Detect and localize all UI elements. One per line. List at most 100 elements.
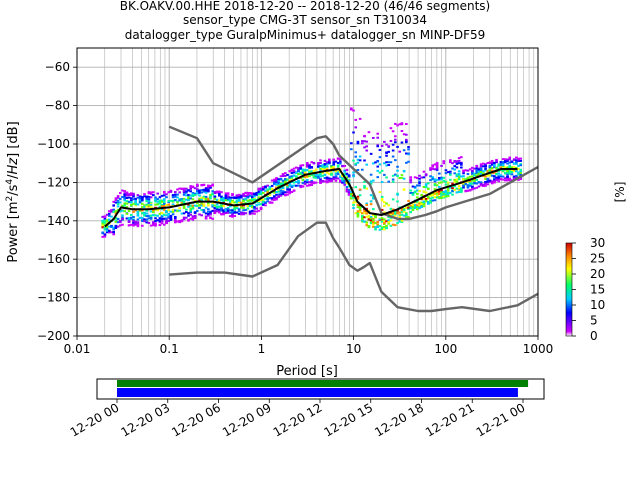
density-cell [240,196,243,199]
density-cell [400,122,404,125]
density-cell [387,222,391,225]
density-cell [178,191,182,194]
density-cell [376,225,380,228]
density-cell [213,207,217,210]
density-cell [347,179,351,182]
density-cell [275,177,278,180]
density-cell [374,161,377,164]
density-cell [152,209,155,212]
density-cell [237,210,241,213]
density-cell [178,220,182,223]
density-cell [237,198,241,201]
density-cell [176,196,179,199]
density-cell [204,195,208,198]
density-cell [508,165,512,168]
y-tick-label: −140 [37,214,70,228]
density-cell [202,204,206,207]
y-tick-label: −160 [37,252,70,266]
density-cell [248,204,252,207]
density-cell [114,226,118,229]
density-cell [409,192,413,195]
density-cell [455,178,459,181]
density-cell [369,217,373,220]
density-cell [427,202,430,205]
density-cell [306,163,309,166]
x-tick-label: 100 [434,342,457,356]
density-cell [341,175,344,178]
density-cell [422,200,426,203]
density-cell [145,215,149,218]
density-cell [438,193,441,196]
density-cell [270,179,274,182]
density-cell [460,156,463,159]
density-cell [108,219,111,222]
density-cell [484,182,487,185]
density-cell [497,175,501,178]
density-cell [457,159,461,162]
density-cell [160,211,164,214]
density-cell [510,173,514,176]
density-cell [409,189,413,192]
density-cell [376,169,380,172]
density-cell [220,199,223,202]
density-cell [358,194,362,197]
density-cell [297,167,300,170]
density-cell [365,223,369,226]
density-cell [378,171,382,174]
density-cell [147,217,151,220]
density-cell [475,165,479,168]
density-cell [187,199,190,202]
density-cell [380,198,384,201]
density-cell [303,182,307,185]
density-cell [506,166,509,169]
density-cell [182,204,186,207]
density-cell [277,193,281,196]
density-cell [517,158,520,161]
density-cell [451,167,454,170]
density-cell [108,214,111,217]
density-cell [358,207,362,210]
density-cell [191,217,195,220]
density-cell [240,206,243,209]
density-cell [431,164,435,167]
density-cell [202,209,206,212]
density-cell [189,213,193,216]
density-cell [141,212,144,215]
density-cell [136,225,140,228]
density-cell [229,205,232,208]
y-tick-label: −100 [37,137,70,151]
density-cell [323,180,327,183]
density-cell [123,194,127,197]
density-cell [116,199,120,202]
density-cell [127,196,131,199]
density-cell [328,161,331,164]
density-cell [226,192,230,195]
density-cell [519,164,523,167]
colorbar [565,242,573,337]
density-cell [141,198,144,201]
density-cell [185,198,188,201]
density-cell [268,185,272,188]
density-cell [391,143,395,146]
density-cell [508,161,512,164]
density-cell [149,224,153,227]
density-cell [367,218,371,221]
density-cell [435,164,439,167]
density-cell [506,179,509,182]
density-cell [468,189,472,192]
density-cell [473,181,476,184]
density-cell [259,202,263,205]
density-cell [506,177,509,180]
density-cell [429,168,432,171]
density-cell [396,193,399,196]
density-cell [312,175,316,178]
density-cell [517,171,520,174]
density-cell [226,198,230,201]
density-cell [174,217,177,220]
density-cell [345,182,349,185]
density-cell [242,207,245,210]
density-cell [490,161,494,164]
density-cell [365,207,369,210]
density-cell [110,225,113,228]
density-cell [486,170,490,173]
